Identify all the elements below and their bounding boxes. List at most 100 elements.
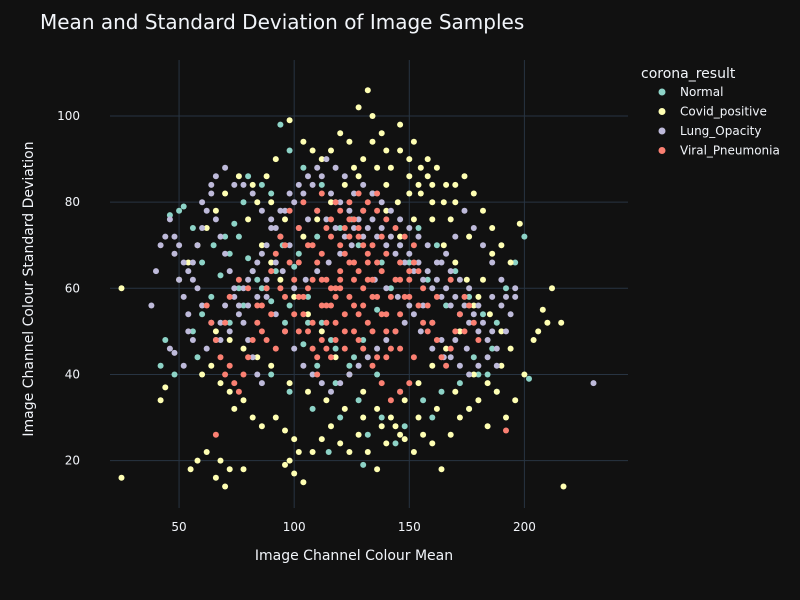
data-point bbox=[309, 242, 316, 249]
data-point bbox=[369, 293, 376, 300]
data-point bbox=[424, 156, 431, 163]
data-point bbox=[226, 293, 233, 300]
data-point bbox=[378, 259, 385, 266]
data-point bbox=[325, 449, 332, 455]
data-point bbox=[447, 276, 454, 283]
data-point bbox=[438, 388, 445, 395]
data-point bbox=[295, 225, 302, 231]
data-point bbox=[337, 285, 344, 292]
data-point bbox=[305, 388, 311, 395]
legend-label: Viral_Pneumonia bbox=[680, 144, 780, 158]
data-point bbox=[346, 362, 353, 369]
legend-label: Lung_Opacity bbox=[680, 124, 761, 138]
data-point bbox=[475, 293, 482, 300]
data-point bbox=[302, 276, 309, 283]
data-point bbox=[516, 220, 523, 227]
data-point bbox=[387, 285, 394, 292]
data-point bbox=[461, 302, 468, 309]
data-point bbox=[558, 319, 565, 326]
data-point bbox=[318, 181, 325, 188]
data-point bbox=[180, 259, 187, 266]
data-point bbox=[268, 199, 275, 206]
data-point bbox=[235, 276, 242, 283]
data-point bbox=[360, 285, 367, 292]
data-point bbox=[452, 293, 459, 300]
data-point bbox=[360, 207, 367, 214]
data-point bbox=[447, 345, 454, 352]
data-point bbox=[392, 328, 399, 335]
data-point bbox=[475, 397, 482, 404]
data-point bbox=[443, 362, 450, 369]
data-point bbox=[295, 293, 302, 300]
data-point bbox=[447, 268, 454, 275]
data-point bbox=[268, 298, 275, 305]
data-point bbox=[157, 397, 164, 404]
data-point bbox=[360, 156, 367, 163]
legend-item-viral-pneumonia[interactable]: Viral_Pneumonia bbox=[658, 144, 780, 158]
data-point bbox=[341, 328, 348, 335]
data-point bbox=[378, 130, 385, 137]
data-point bbox=[456, 311, 463, 318]
data-point bbox=[383, 147, 390, 154]
data-point bbox=[512, 285, 519, 292]
data-point bbox=[383, 440, 390, 447]
data-point bbox=[549, 285, 555, 292]
data-point bbox=[328, 199, 334, 206]
data-point bbox=[341, 181, 348, 188]
data-point bbox=[148, 302, 155, 309]
data-point bbox=[258, 285, 265, 292]
data-point bbox=[332, 345, 339, 352]
data-point bbox=[212, 216, 219, 223]
data-point bbox=[452, 337, 459, 343]
legend: corona_result Normal Covid_positive Lung_O… bbox=[641, 66, 780, 158]
data-point bbox=[300, 138, 307, 145]
data-point bbox=[314, 354, 321, 361]
data-point bbox=[212, 474, 219, 481]
data-point bbox=[291, 311, 298, 318]
legend-item-covid-positive[interactable]: Covid_positive bbox=[658, 105, 767, 119]
data-point bbox=[166, 216, 173, 223]
data-point bbox=[351, 190, 357, 197]
data-point bbox=[433, 276, 440, 283]
data-point bbox=[212, 337, 219, 343]
data-point bbox=[489, 225, 496, 231]
data-point bbox=[291, 436, 298, 443]
data-point bbox=[475, 302, 482, 309]
data-point bbox=[429, 319, 436, 326]
data-point bbox=[438, 259, 445, 266]
data-point bbox=[397, 276, 404, 283]
data-point bbox=[397, 388, 404, 395]
data-point bbox=[291, 293, 298, 300]
data-point bbox=[355, 337, 362, 343]
data-point bbox=[466, 233, 473, 240]
data-point bbox=[153, 268, 159, 275]
data-point bbox=[291, 285, 298, 292]
data-point bbox=[378, 414, 385, 421]
data-point bbox=[323, 276, 330, 283]
data-point bbox=[249, 354, 256, 361]
data-point bbox=[526, 375, 532, 382]
data-point bbox=[360, 181, 367, 188]
data-point bbox=[530, 337, 537, 343]
data-point bbox=[318, 276, 325, 283]
data-point bbox=[194, 285, 201, 292]
data-point bbox=[406, 259, 413, 266]
data-point bbox=[410, 354, 417, 361]
data-point bbox=[378, 268, 385, 275]
data-point bbox=[438, 337, 445, 343]
legend-marker bbox=[658, 127, 666, 135]
data-point bbox=[282, 461, 288, 468]
data-point bbox=[456, 380, 463, 387]
data-point bbox=[383, 311, 390, 318]
data-point bbox=[282, 293, 288, 300]
data-point bbox=[346, 449, 353, 455]
data-point bbox=[323, 319, 330, 326]
data-point bbox=[429, 199, 436, 206]
legend-item-normal[interactable]: Normal bbox=[658, 85, 724, 99]
legend-item-lung-opacity[interactable]: Lung_Opacity bbox=[658, 124, 762, 138]
data-point bbox=[295, 250, 302, 257]
data-point bbox=[447, 216, 454, 223]
data-point bbox=[387, 345, 394, 352]
data-point bbox=[291, 345, 298, 352]
data-point bbox=[272, 259, 279, 266]
